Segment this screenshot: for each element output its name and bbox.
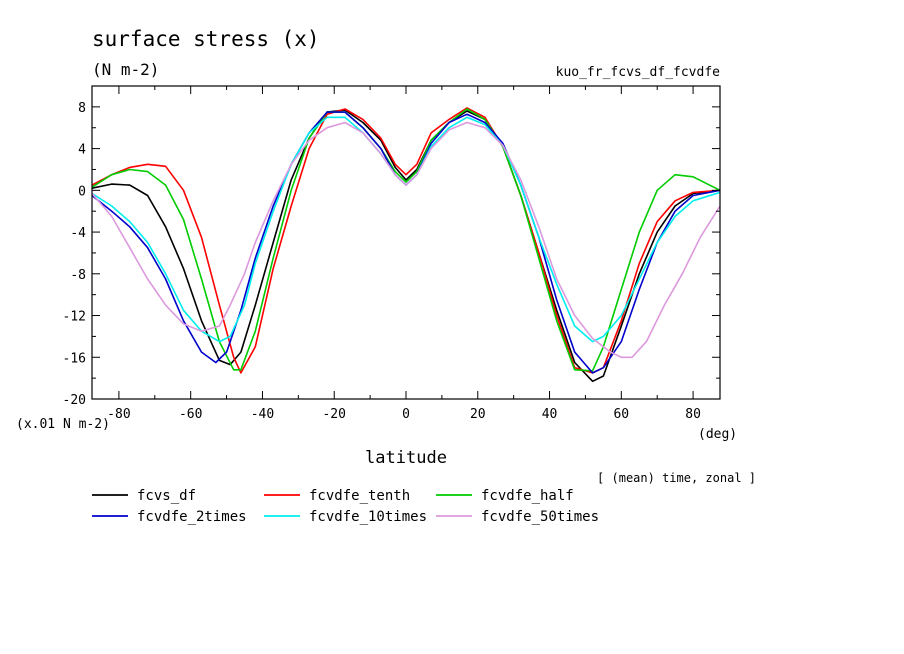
x-tick-label: 80 — [685, 407, 701, 422]
legend-label-fcvs-df: fcvs_df — [137, 488, 196, 504]
series-line-fcvs-df — [91, 109, 721, 383]
x-tick-label: -20 — [322, 407, 345, 422]
chart-title: surface stress (x) — [92, 27, 320, 51]
x-tick-label: 0 — [402, 407, 410, 422]
chart-units: (N m-2) — [92, 60, 159, 79]
x-tick-label: -40 — [251, 407, 274, 422]
series-line-fcvdfe-50times — [91, 121, 721, 359]
series-layer — [91, 107, 721, 383]
legend-label-fcvdfe-50times: fcvdfe_50times — [481, 509, 599, 525]
series-line-fcvdfe-2times — [91, 111, 721, 374]
experiment-label: kuo_fr_fcvs_df_fcvdfe — [556, 65, 721, 80]
x-unit-label: (deg) — [698, 427, 737, 442]
legend-label-fcvdfe-half: fcvdfe_half — [481, 488, 574, 504]
y-tick-label: 8 — [78, 101, 86, 116]
series-line-fcvdfe-tenth — [91, 107, 721, 374]
x-tick-label: 40 — [542, 407, 558, 422]
legend-label-fcvdfe-10times: fcvdfe_10times — [309, 509, 427, 525]
averaging-note: [ (mean) time, zonal ] — [597, 471, 756, 485]
plot-frame — [91, 85, 721, 400]
x-tick-label: -60 — [179, 407, 202, 422]
y-tick-label: -8 — [70, 268, 86, 283]
legend-label-fcvdfe-2times: fcvdfe_2times — [137, 509, 247, 525]
y-tick-label: 4 — [78, 143, 86, 158]
x-axis-label: latitude — [365, 448, 447, 468]
y-tick-label: 0 — [78, 184, 86, 199]
y-tick-label: -12 — [63, 310, 86, 325]
y-scale-label: (x.01 N m-2) — [16, 417, 110, 432]
y-tick-label: -20 — [63, 393, 86, 408]
y-tick-label: -4 — [70, 226, 86, 241]
x-tick-label: 20 — [470, 407, 486, 422]
x-tick-label: -80 — [107, 407, 130, 422]
series-line-fcvdfe-half — [91, 108, 721, 372]
x-tick-label: 60 — [613, 407, 629, 422]
y-tick-label: -16 — [63, 351, 86, 366]
legend: fcvs_df fcvdfe_tenth fcvdfe_half fcvdfe_2ti… — [92, 488, 599, 525]
legend-label-fcvdfe-tenth: fcvdfe_tenth — [309, 488, 410, 504]
